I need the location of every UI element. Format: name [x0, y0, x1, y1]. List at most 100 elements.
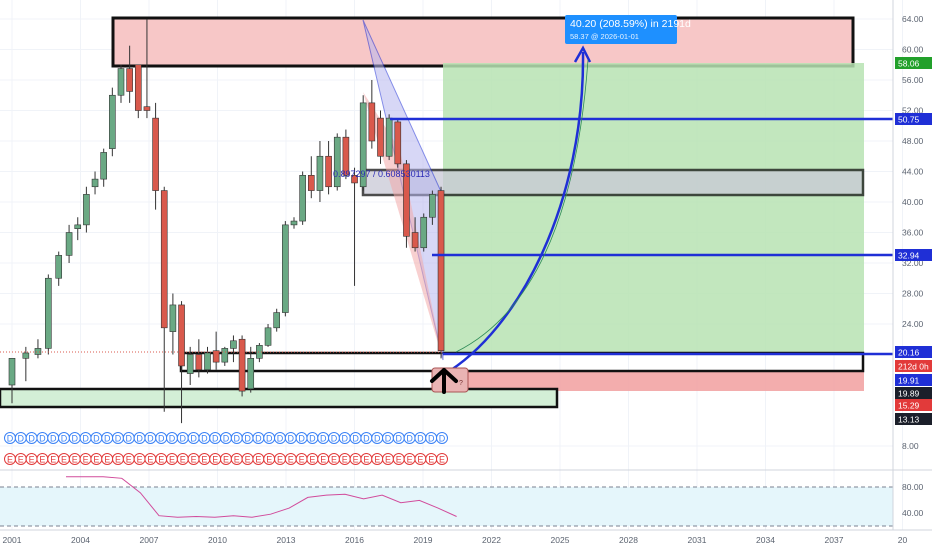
candle[interactable]: [273, 312, 280, 329]
price-tag[interactable]: 15.29: [895, 399, 932, 411]
dividend-marker[interactable]: D: [230, 432, 243, 444]
earnings-marker[interactable]: E: [4, 453, 16, 465]
candle[interactable]: [290, 220, 298, 226]
candle[interactable]: [117, 68, 125, 96]
candle[interactable]: [359, 102, 367, 188]
dividend-marker[interactable]: D: [144, 432, 157, 444]
candle[interactable]: [204, 352, 211, 371]
price-tag[interactable]: 212d 0h: [895, 360, 932, 372]
candle[interactable]: [316, 155, 324, 191]
candle[interactable]: [152, 117, 159, 191]
dividend-marker[interactable]: D: [4, 432, 16, 444]
dividend-marker[interactable]: D: [241, 432, 254, 444]
earnings-marker[interactable]: E: [263, 453, 276, 465]
candle[interactable]: [186, 354, 194, 374]
price-tag[interactable]: 20.16: [895, 346, 932, 358]
candle[interactable]: [238, 338, 246, 392]
candle[interactable]: [256, 345, 263, 359]
earnings-marker[interactable]: E: [176, 453, 189, 465]
earnings-marker[interactable]: E: [230, 453, 243, 465]
earnings-marker[interactable]: E: [58, 453, 70, 465]
candle[interactable]: [34, 348, 42, 355]
dividend-marker[interactable]: D: [90, 432, 103, 444]
candle[interactable]: [83, 194, 90, 226]
earnings-marker[interactable]: E: [306, 453, 319, 465]
candle[interactable]: [420, 216, 428, 249]
dividend-marker[interactable]: D: [176, 432, 189, 444]
candle[interactable]: [212, 350, 220, 363]
dividend-marker[interactable]: D: [349, 432, 362, 444]
resistance-zone-box[interactable]: [111, 16, 855, 68]
candle[interactable]: [299, 175, 306, 222]
earnings-marker[interactable]: E: [371, 453, 384, 465]
profit-zone[interactable]: [443, 63, 864, 355]
earnings-marker[interactable]: E: [295, 453, 308, 465]
candle[interactable]: [160, 190, 168, 329]
candle[interactable]: [411, 232, 419, 249]
earnings-marker[interactable]: E: [133, 453, 146, 465]
dividend-marker[interactable]: D: [274, 432, 286, 444]
dividend-marker[interactable]: D: [187, 432, 200, 444]
candle[interactable]: [143, 106, 151, 111]
dividend-marker[interactable]: D: [263, 432, 276, 444]
earnings-marker[interactable]: E: [14, 453, 27, 465]
dividend-marker[interactable]: D: [360, 432, 373, 444]
dividend-marker[interactable]: D: [295, 432, 308, 444]
dividend-marker[interactable]: D: [14, 432, 27, 444]
earnings-marker[interactable]: E: [155, 453, 168, 465]
candle[interactable]: [230, 340, 237, 349]
dividend-marker[interactable]: D: [284, 432, 297, 444]
earnings-marker[interactable]: E: [241, 453, 254, 465]
earnings-marker[interactable]: E: [144, 453, 157, 465]
dividend-marker[interactable]: D: [166, 432, 178, 444]
dividend-marker[interactable]: D: [198, 432, 211, 444]
earnings-marker[interactable]: E: [220, 453, 232, 465]
earnings-marker[interactable]: E: [284, 453, 297, 465]
earnings-marker[interactable]: E: [198, 453, 211, 465]
price-tag[interactable]: 13.13: [895, 413, 932, 425]
dividend-marker[interactable]: D: [338, 432, 351, 444]
candle[interactable]: [100, 152, 107, 180]
candle[interactable]: [45, 277, 52, 349]
dividend-marker[interactable]: D: [25, 432, 38, 444]
earnings-marker[interactable]: E: [187, 453, 200, 465]
earnings-marker[interactable]: E: [328, 453, 340, 465]
candle[interactable]: [22, 352, 30, 359]
earnings-marker[interactable]: E: [68, 453, 81, 465]
dividend-marker[interactable]: D: [101, 432, 114, 444]
earnings-marker[interactable]: E: [25, 453, 38, 465]
candle[interactable]: [403, 163, 410, 237]
dividend-marker[interactable]: D: [425, 432, 438, 444]
dividend-marker[interactable]: D: [220, 432, 232, 444]
candle[interactable]: [282, 224, 289, 313]
rsi-line[interactable]: [66, 476, 457, 518]
dividend-marker[interactable]: D: [58, 432, 70, 444]
candle[interactable]: [65, 232, 73, 256]
support-zone-box-2[interactable]: [179, 351, 865, 373]
candle[interactable]: [385, 117, 393, 157]
candle[interactable]: [394, 121, 402, 165]
candle[interactable]: [325, 155, 332, 188]
candle[interactable]: [8, 358, 16, 386]
earnings-marker[interactable]: E: [392, 453, 405, 465]
arrow-marker[interactable]: ?: [430, 367, 469, 394]
dividend-marker[interactable]: D: [209, 432, 222, 444]
earnings-marker[interactable]: E: [425, 453, 438, 465]
price-tag[interactable]: 50.75: [895, 113, 932, 125]
candle[interactable]: [55, 255, 63, 279]
dividend-marker[interactable]: D: [252, 432, 265, 444]
earnings-marker[interactable]: E: [122, 453, 135, 465]
dividend-marker[interactable]: D: [36, 432, 49, 444]
dividend-marker[interactable]: D: [436, 432, 448, 444]
dividend-marker[interactable]: D: [79, 432, 92, 444]
dividend-marker[interactable]: D: [122, 432, 135, 444]
dividend-marker[interactable]: D: [414, 432, 427, 444]
candle[interactable]: [264, 327, 272, 346]
candle[interactable]: [351, 175, 358, 184]
earnings-marker[interactable]: E: [274, 453, 286, 465]
dividend-marker[interactable]: D: [133, 432, 146, 444]
dividend-marker[interactable]: D: [47, 432, 60, 444]
price-tag[interactable]: 19.89: [895, 387, 932, 399]
earnings-marker[interactable]: E: [403, 453, 416, 465]
